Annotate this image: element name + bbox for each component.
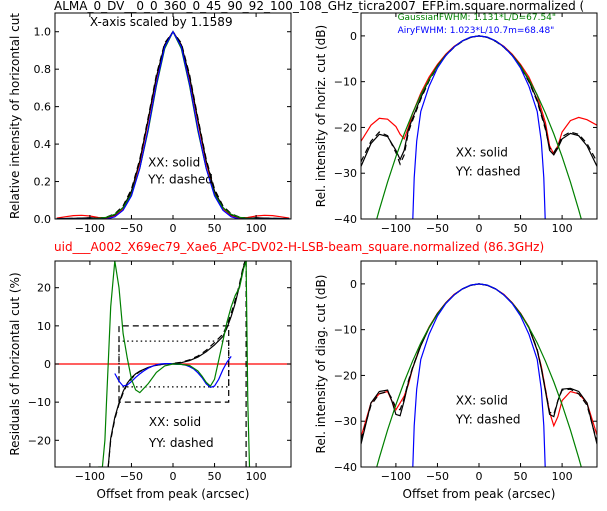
y-axis-label: Relative intensity of horizontal cut [8,13,22,219]
x-tick-label: 100 [552,222,573,235]
series-line-3 [361,283,597,442]
y-axis-label: Rel. intensity of diag. cut (dB) [314,275,328,454]
axes-frame [54,12,292,220]
chart-annotation: X-axis scaled by 1.1589 [90,15,233,29]
y-tick-label: −40 [334,213,357,226]
axes-frame [360,12,598,220]
y-axis-label: Rel. intensity of horiz. cut (dB) [314,25,328,207]
x-tick-label: 50 [514,222,528,235]
y-axis-label: Residuals of horizontal cut (%) [8,272,22,455]
x-tick-label: −50 [426,222,449,235]
y-tick-label: −20 [28,434,51,447]
x-tick-label: 0 [476,222,483,235]
series-line-2 [118,325,230,403]
y-tick-label: 0 [350,30,357,43]
series-line-5 [412,35,546,219]
y-tick-label: −10 [28,396,51,409]
x-tick-label: 100 [552,470,573,483]
y-tick-label: −40 [334,461,357,474]
chart-annotation: YY: dashed [148,436,214,450]
y-tick-label: −20 [334,121,357,134]
y-tick-label: 0.2 [34,176,52,189]
x-tick-label: 0 [476,470,483,483]
figure-top-title: ALMA_0_DV__0_0_360_0_45_90_92_100_108_GH… [54,0,584,13]
chart-annotation: YY: dashed [147,172,213,186]
x-tick-label: −50 [120,222,143,235]
x-tick-label: −100 [75,222,105,235]
y-tick-label: −10 [334,324,357,337]
y-tick-label: 10 [37,320,51,333]
x-tick-label: 50 [208,470,222,483]
chart-annotation: AiryFWHM: 1.023*L/10.7m=68.48" [398,26,555,36]
x-tick-label: 100 [246,222,267,235]
x-tick-label: 50 [514,470,528,483]
x-tick-label: 0 [170,470,177,483]
series-line-1 [56,30,290,219]
x-tick-label: 0 [170,222,177,235]
y-tick-label: −10 [334,76,357,89]
x-tick-label: −100 [381,222,411,235]
series-group [361,35,597,219]
y-tick-label: 0.0 [34,213,52,226]
figure-mid-title: uid___A002_X69ec79_Xae6_APC-DV02-H-LSB-b… [54,240,544,254]
series-group [55,261,291,467]
x-tick-label: 50 [208,222,222,235]
series-line-2 [56,30,290,219]
chart-annotation: XX: solid [456,393,508,407]
series-line-5 [56,30,290,219]
chart-annotation: XX: solid [148,156,200,170]
y-tick-label: 1.0 [34,26,52,39]
x-axis-label: Offset from peak (arcsec) [97,487,250,501]
chart-annotation: GaussianFWHM: 1.131*L/D=67.54" [398,13,556,23]
axes-frame [360,260,598,468]
x-tick-label: −50 [426,470,449,483]
panel-horizontal-cut-linear: −100 −50 0 50 100 0.0 0.2 0.4 0.6 0.8 1.0 Relative … [8,12,292,235]
y-tick-label: 0.8 [34,63,52,76]
y-tick-label: −30 [334,167,357,180]
series-line-6 [107,261,247,467]
y-tick-label: 0 [44,358,51,371]
x-tick-label: −100 [381,470,411,483]
x-axis-label: Offset from peak (arcsec) [403,487,556,501]
series-line-4 [56,30,290,219]
y-tick-label: −30 [334,415,357,428]
y-tick-label: 20 [37,282,51,295]
x-tick-label: −50 [120,470,143,483]
y-tick-label: 0 [350,278,357,291]
x-tick-label: 100 [246,470,267,483]
y-tick-label: 0.4 [34,138,52,151]
series-line-5 [412,283,546,467]
chart-annotation: YY: dashed [455,413,521,427]
series-line-8 [98,261,251,467]
x-tick-label: −100 [75,470,105,483]
series-group [56,30,290,219]
series-line-1 [361,35,597,156]
series-group [361,283,597,467]
series-line-3 [56,30,290,219]
chart-annotation: YY: dashed [455,165,521,179]
y-tick-label: −20 [334,369,357,382]
chart-annotation: XX: solid [149,415,201,429]
y-tick-label: 0.6 [34,101,52,114]
chart-annotation: XX: solid [456,145,508,159]
